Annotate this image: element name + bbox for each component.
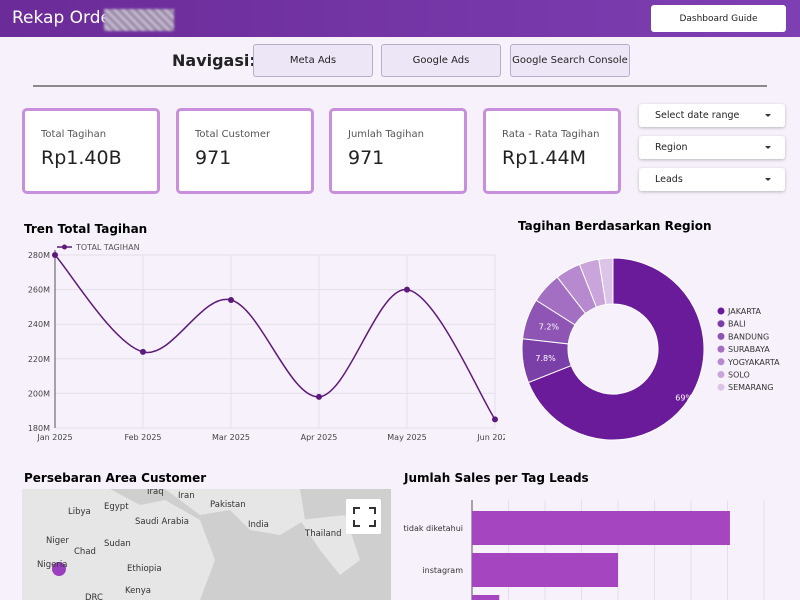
point <box>52 252 58 258</box>
kpi-card: Jumlah Tagihan 971 <box>329 108 467 194</box>
map-label: Libya <box>68 507 91 517</box>
data-label: 7.8% <box>535 354 556 363</box>
map-marker <box>52 562 66 576</box>
map-label: Nigeria <box>37 560 67 570</box>
chart-title: Jumlah Sales per Tag Leads <box>403 471 589 485</box>
dropdown-label: Leads <box>655 174 683 185</box>
land <box>165 489 305 535</box>
data-label: 69% <box>675 393 693 402</box>
map-label: Iran <box>178 491 195 501</box>
x-tick-label: Mar 2025 <box>212 433 250 442</box>
map-label: Chad <box>74 547 96 557</box>
y-tick-label: 240M <box>28 320 50 329</box>
legend-label: SEMARANG <box>728 383 773 392</box>
bar <box>472 595 500 600</box>
x-tick-label: Feb 2025 <box>124 433 161 442</box>
kpi-value: 971 <box>195 147 232 169</box>
map-label: Kenya <box>125 586 151 596</box>
legend-dot <box>717 307 725 315</box>
kpi-value: Rp1.40B <box>41 147 122 169</box>
data-label: 7.2% <box>539 322 560 331</box>
legend-dot <box>62 244 67 250</box>
divider <box>33 85 767 87</box>
kpi-value: 971 <box>348 147 385 169</box>
legend-dot <box>717 371 725 378</box>
y-tick-label: instagram <box>422 566 463 575</box>
fullscreen-icon <box>353 507 376 527</box>
map-label: DRC <box>85 593 103 600</box>
map-label: Sudan <box>104 539 131 549</box>
dropdown[interactable]: Leads <box>639 168 785 191</box>
bar <box>472 511 730 545</box>
dropdown[interactable]: Select date range <box>639 104 785 127</box>
y-tick-label: 260M <box>28 286 50 295</box>
legend-dot <box>717 320 725 328</box>
header-title: Rekap Order <box>12 8 118 28</box>
land <box>22 489 215 600</box>
line-series <box>54 254 496 420</box>
legend-dot <box>717 358 725 366</box>
map-label: Thailand <box>304 529 342 539</box>
point <box>404 286 410 293</box>
legend-dot <box>717 332 725 340</box>
y-tick-label: tidak diketahui <box>404 524 464 533</box>
land <box>300 515 360 575</box>
legend-dot <box>717 345 725 353</box>
point <box>228 296 234 303</box>
donut-slice <box>527 257 705 441</box>
blurred-text <box>104 9 174 31</box>
y-tick-label: 180M <box>28 424 50 433</box>
fullscreen-button[interactable] <box>346 499 381 534</box>
map-label: Ethiopia <box>127 564 162 574</box>
point <box>140 348 146 355</box>
legend-label: BANDUNG <box>728 332 769 341</box>
map-label: Niger <box>46 536 69 546</box>
kpi-label: Total Customer <box>195 129 271 140</box>
guide-button[interactable]: Dashboard Guide <box>651 5 786 32</box>
map-label: Egypt <box>104 502 129 512</box>
kpi-label: Rata - Rata Tagihan <box>502 129 600 140</box>
legend-dot <box>717 383 725 391</box>
legend-label: SURABAYA <box>728 345 770 354</box>
map-label: India <box>248 520 269 530</box>
point <box>316 393 322 400</box>
chart-title: Tagihan Berdasarkan Region <box>518 219 712 233</box>
x-tick-label: Jan 2025 <box>36 433 72 442</box>
chart-title: Tren Total Tagihan <box>24 222 147 236</box>
x-tick-label: May 2025 <box>387 433 426 442</box>
kpi-label: Jumlah Tagihan <box>348 129 424 140</box>
map-label: Iraq <box>147 487 164 497</box>
x-tick-label: Jun 2025 <box>476 433 512 442</box>
dropdown-label: Region <box>655 142 688 153</box>
map-label: Saudi Arabia <box>135 517 189 527</box>
y-tick-label: 220M <box>28 355 50 364</box>
map-label: Pakistan <box>210 500 246 510</box>
nav-button[interactable]: Google Ads <box>381 44 501 77</box>
y-tick-label: 200M <box>28 389 50 398</box>
kpi-card: Rata - Rata Tagihan Rp1.44M <box>483 108 621 194</box>
kpi-label: Total Tagihan <box>41 129 107 140</box>
dropdown-label: Select date range <box>655 110 740 121</box>
chart-title: Persebaran Area Customer <box>24 471 206 485</box>
kpi-value: Rp1.44M <box>502 147 586 169</box>
kpi-card: Total Tagihan Rp1.40B <box>22 108 160 194</box>
donut-slice <box>598 257 614 306</box>
x-tick-label: Apr 2025 <box>301 433 338 442</box>
nav-button[interactable]: Meta Ads <box>253 44 373 77</box>
bar <box>472 553 618 587</box>
point <box>492 416 498 423</box>
y-tick-label: 280M <box>28 251 50 260</box>
legend-label: YOGYAKARTA <box>727 358 780 367</box>
dropdown[interactable]: Region <box>639 136 785 159</box>
legend-label: JAKARTA <box>727 307 762 316</box>
kpi-card: Total Customer 971 <box>176 108 314 194</box>
legend-label: TOTAL TAGIHAN <box>75 243 140 252</box>
legend-label: SOLO <box>728 371 750 380</box>
nav-button[interactable]: Google Search Console <box>510 44 630 77</box>
legend-label: BALI <box>728 320 746 329</box>
nav-label: Navigasi: <box>172 51 256 70</box>
